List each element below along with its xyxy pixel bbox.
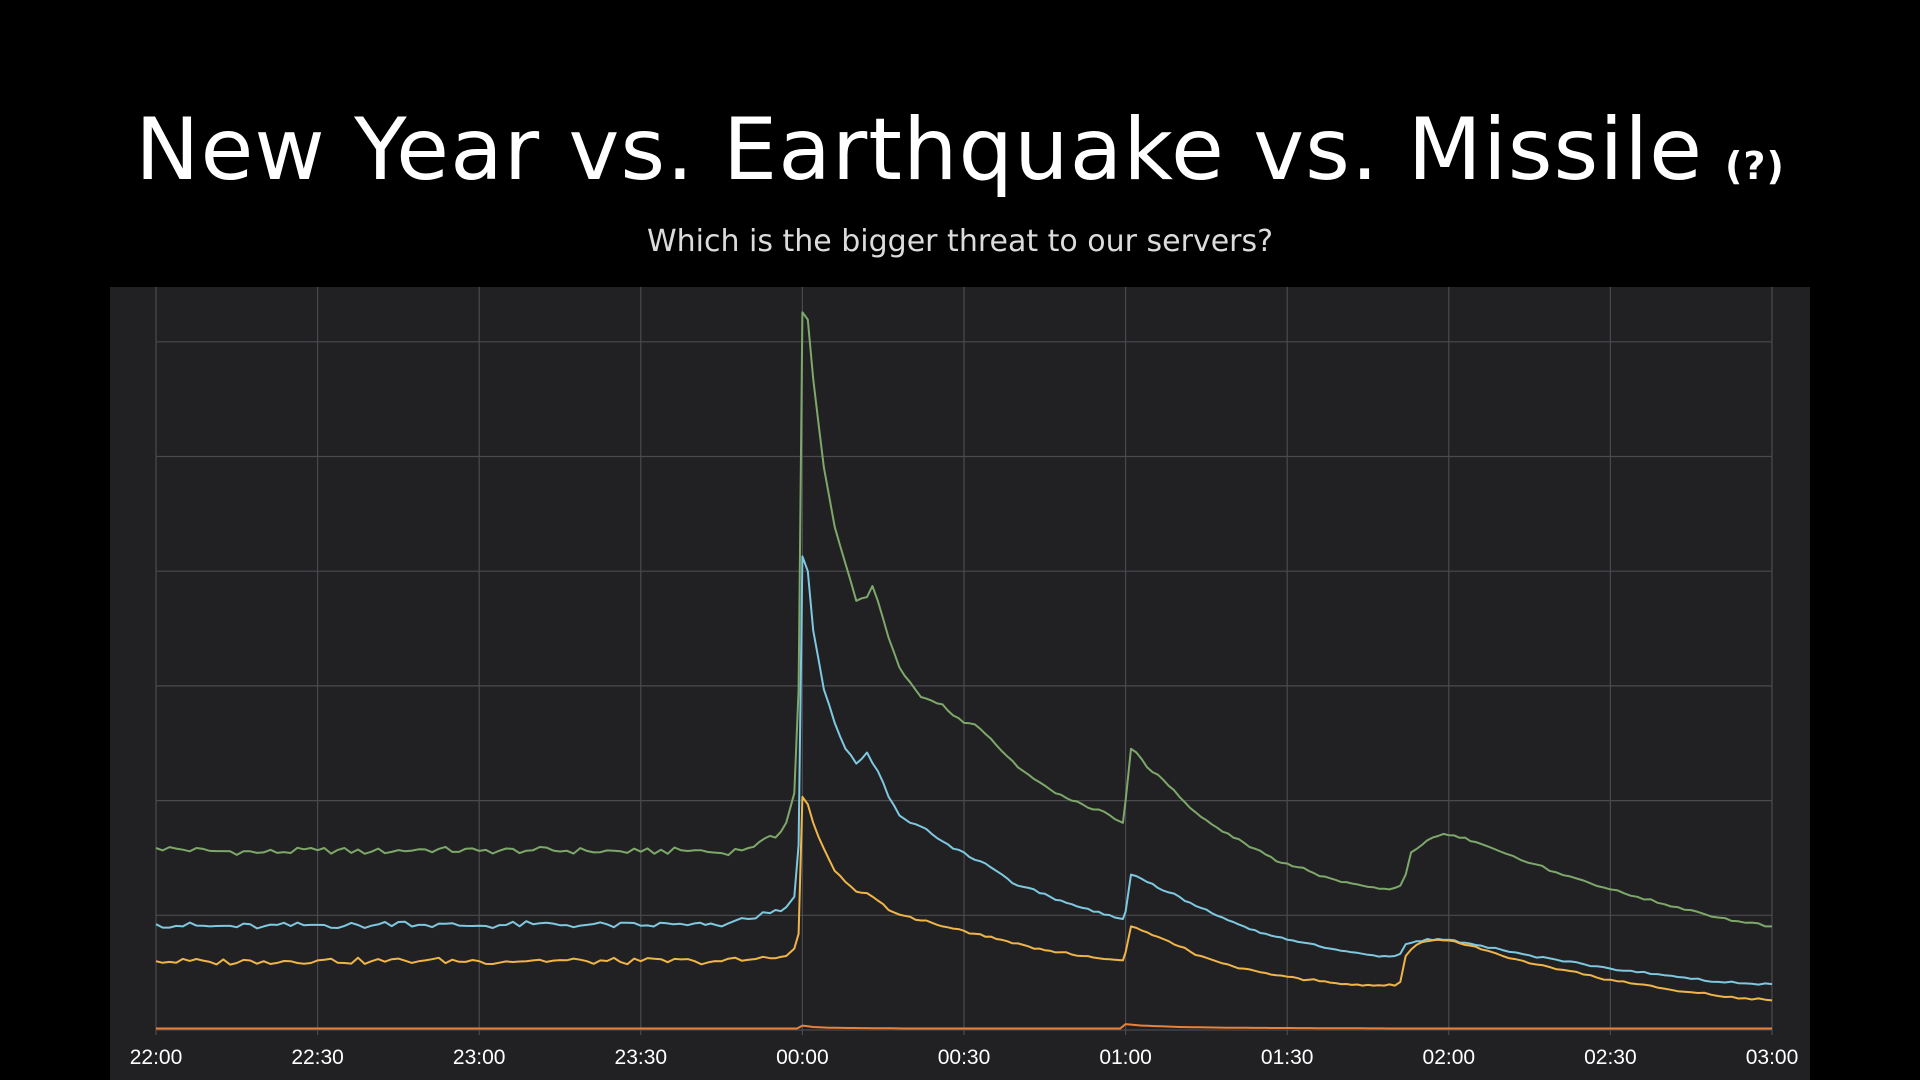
x-tick-label: 03:00 [1746, 1046, 1799, 1069]
x-tick-labels: 22:00 22:30 23:00 23:30 00:00 00:30 01:00 01:30… [130, 1046, 1799, 1069]
series-line-green [155, 311, 1772, 928]
title-text: New Year vs. Earthquake vs. Missile [135, 100, 1704, 200]
x-tick-label: 22:00 [130, 1046, 183, 1069]
x-tick-label: 01:00 [1099, 1046, 1152, 1069]
x-tick-label: 02:00 [1423, 1046, 1476, 1069]
x-tick-label: 01:30 [1261, 1046, 1314, 1069]
series-line-orange [156, 1023, 1772, 1030]
x-tick-label: 23:00 [453, 1046, 506, 1069]
grid-layer [155, 287, 1773, 1035]
series-line-blue [155, 555, 1773, 986]
x-tick-label: 22:30 [291, 1046, 344, 1069]
page-title: New Year vs. Earthquake vs. Missile (?) [0, 95, 1920, 221]
x-tick-label: 00:00 [776, 1046, 829, 1069]
x-tick-label: 00:30 [938, 1046, 991, 1069]
page-subtitle: Which is the bigger threat to our server… [646, 224, 1274, 259]
plot-background [110, 287, 1810, 1080]
series-layer [155, 311, 1773, 1030]
x-tick-label: 02:30 [1584, 1046, 1637, 1069]
series-line-yellow [155, 795, 1773, 1002]
title-note: (?) [1725, 144, 1785, 188]
x-tick-label: 23:30 [615, 1046, 668, 1069]
